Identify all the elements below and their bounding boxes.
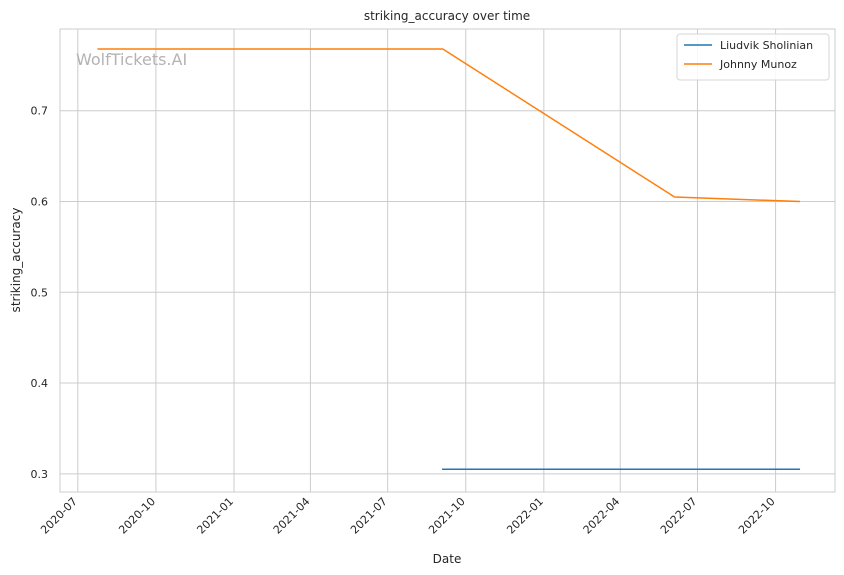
y-tick-label: 0.3 <box>31 468 49 481</box>
y-tick-label: 0.7 <box>31 105 49 118</box>
x-tick-label: 2021-10 <box>426 495 468 537</box>
legend-label: Liudvik Sholinian <box>720 39 813 52</box>
x-tick-labels: 2020-07 2020-10 2021-01 2021-04 2021-07 2021-… <box>38 495 777 537</box>
plot-frame <box>59 28 836 493</box>
x-tick-label: 2022-01 <box>504 495 546 537</box>
y-tick-label: 0.4 <box>31 377 49 390</box>
chart-title: striking_accuracy over time <box>364 9 530 23</box>
x-tick-label: 2020-07 <box>38 495 80 537</box>
series-lines <box>97 48 801 471</box>
x-axis-title: Date <box>433 552 462 566</box>
x-tick-label: 2022-07 <box>658 495 700 537</box>
legend: Liudvik Sholinian Johnny Munoz <box>676 33 830 81</box>
x-tick-label: 2021-07 <box>348 495 390 537</box>
x-tick-label: 2021-04 <box>271 495 313 537</box>
x-tick-label: 2021-01 <box>194 495 236 537</box>
legend-label: Johnny Munoz <box>719 58 797 71</box>
grid-lines <box>60 29 835 492</box>
legend-box <box>676 33 830 81</box>
x-tick-label: 2020-10 <box>116 495 158 537</box>
y-tick-label: 0.6 <box>31 195 49 208</box>
y-axis-title: striking_accuracy <box>9 208 23 313</box>
watermark: WolfTickets.AI <box>76 50 187 69</box>
y-tick-labels: 0.3 0.4 0.5 0.6 0.7 <box>31 105 49 481</box>
series-line-2 <box>97 48 801 203</box>
y-tick-label: 0.5 <box>31 286 49 299</box>
x-tick-label: 2022-10 <box>736 495 778 537</box>
x-tick-label: 2022-04 <box>581 495 623 537</box>
